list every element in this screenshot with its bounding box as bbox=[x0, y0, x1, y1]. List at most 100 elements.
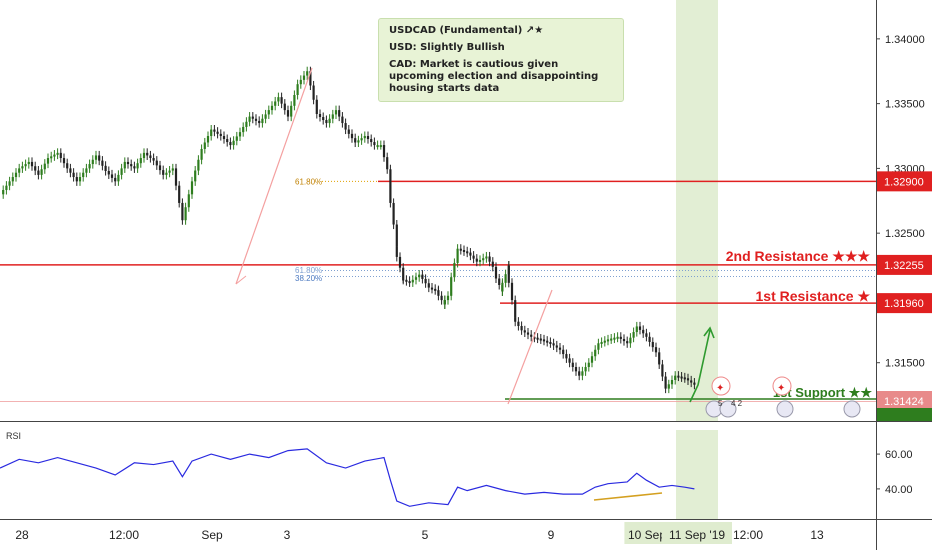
time-tick-label: 12:00 bbox=[109, 528, 139, 542]
us-flag-icon bbox=[719, 400, 737, 418]
candle-body bbox=[235, 136, 238, 141]
candle-body bbox=[459, 248, 462, 251]
current-price-tag-bg bbox=[877, 391, 932, 411]
time-tick-highlight bbox=[624, 522, 670, 544]
candle-body bbox=[437, 291, 440, 296]
annotation-title: USDCAD (Fundamental) ↗★ bbox=[389, 25, 544, 36]
candle-body bbox=[616, 336, 619, 339]
candle-body bbox=[469, 252, 472, 256]
candle-body bbox=[5, 185, 8, 190]
candle-body bbox=[270, 105, 274, 111]
candle-body bbox=[581, 371, 584, 376]
candle-body bbox=[478, 259, 482, 262]
candle-body bbox=[574, 367, 578, 372]
candle-body bbox=[661, 364, 664, 377]
candle-body bbox=[114, 177, 117, 182]
candle-body bbox=[626, 341, 629, 344]
time-tick-label: 13 bbox=[810, 528, 824, 542]
candle-body bbox=[360, 138, 363, 141]
candle-body bbox=[213, 129, 216, 132]
candle-body bbox=[286, 110, 290, 117]
fib-label-3820: 38.20% bbox=[295, 274, 322, 283]
candle-body bbox=[290, 105, 293, 117]
candle-body bbox=[299, 79, 302, 85]
candle-body bbox=[277, 97, 280, 102]
candle-body bbox=[318, 113, 322, 118]
candle-body bbox=[453, 262, 456, 278]
candle-body bbox=[619, 336, 622, 339]
candle-body bbox=[446, 295, 450, 301]
projection-arrow bbox=[689, 329, 711, 403]
highlight-zone-rsi bbox=[676, 430, 718, 520]
candle-body bbox=[334, 110, 338, 115]
candle-body bbox=[226, 139, 229, 143]
candle-body bbox=[306, 71, 309, 76]
candle-body bbox=[571, 362, 574, 368]
candle-body bbox=[322, 117, 325, 121]
price-tag-2nd-resistance: 1.32255 bbox=[884, 260, 924, 272]
candle-body bbox=[283, 103, 286, 111]
candle-body bbox=[194, 170, 197, 182]
time-tick-highlight bbox=[662, 522, 732, 544]
price-tick-label: 1.31500 bbox=[885, 358, 925, 370]
candle-body bbox=[392, 202, 395, 225]
candle-body bbox=[366, 136, 370, 140]
candle-body bbox=[693, 382, 696, 385]
candle-body bbox=[664, 376, 667, 389]
candle-body bbox=[136, 163, 139, 169]
time-tick-label: Sep bbox=[201, 528, 223, 542]
fib-label-upper: 61.80% bbox=[295, 177, 322, 186]
candle-body bbox=[251, 116, 254, 119]
candle-body bbox=[510, 282, 514, 301]
rsi-line bbox=[0, 448, 695, 507]
candle-body bbox=[440, 295, 443, 301]
candle-body bbox=[203, 142, 206, 149]
candle-body bbox=[491, 261, 494, 267]
candle-body bbox=[158, 165, 162, 171]
candle-body bbox=[104, 165, 107, 171]
candle-body bbox=[94, 155, 98, 160]
candle-body bbox=[328, 118, 331, 124]
candle-body bbox=[238, 132, 242, 137]
candle-body bbox=[658, 352, 661, 365]
candle-body bbox=[200, 148, 203, 160]
candle-body bbox=[242, 126, 245, 133]
candle-body bbox=[267, 110, 270, 115]
price-tag-2nd-resistance-bg bbox=[877, 254, 932, 275]
candle-body bbox=[11, 177, 14, 182]
candle-body bbox=[66, 163, 69, 169]
candle-body bbox=[40, 169, 43, 175]
candle-body bbox=[430, 287, 434, 290]
candle-body bbox=[162, 170, 165, 175]
level-label-1st-support: 1st Support ★★ bbox=[773, 385, 872, 400]
candle-body bbox=[280, 97, 283, 104]
candle-body bbox=[344, 123, 347, 130]
highlight-zone bbox=[676, 0, 718, 421]
candle-body bbox=[232, 140, 235, 146]
candle-body bbox=[587, 362, 590, 368]
annotation-cad: CAD: Market is cautious given upcoming e… bbox=[389, 59, 599, 94]
candle-body bbox=[296, 84, 299, 95]
candle-body bbox=[258, 120, 261, 124]
candle-body bbox=[2, 189, 5, 195]
candle-body bbox=[648, 336, 651, 342]
time-tick-label: 28 bbox=[15, 528, 29, 542]
price-tag-13290-bg bbox=[877, 171, 932, 192]
candle-body bbox=[56, 152, 59, 155]
price-tick-label: 1.32500 bbox=[885, 228, 925, 240]
time-tick-label: 11 Sep '19 bbox=[669, 528, 725, 542]
candle-body bbox=[174, 168, 178, 186]
candle-body bbox=[552, 343, 555, 346]
candle-body bbox=[584, 367, 587, 372]
us-flag-icon bbox=[843, 400, 861, 418]
candle-body bbox=[645, 333, 648, 337]
candle-body bbox=[526, 332, 530, 335]
candle-body bbox=[635, 326, 638, 333]
candle-body bbox=[91, 159, 94, 165]
candle-body bbox=[264, 114, 267, 119]
candle-body bbox=[37, 170, 40, 175]
candle-body bbox=[126, 161, 130, 165]
candle-body bbox=[130, 164, 133, 167]
candle-body bbox=[8, 181, 11, 186]
candle-body bbox=[398, 256, 402, 268]
